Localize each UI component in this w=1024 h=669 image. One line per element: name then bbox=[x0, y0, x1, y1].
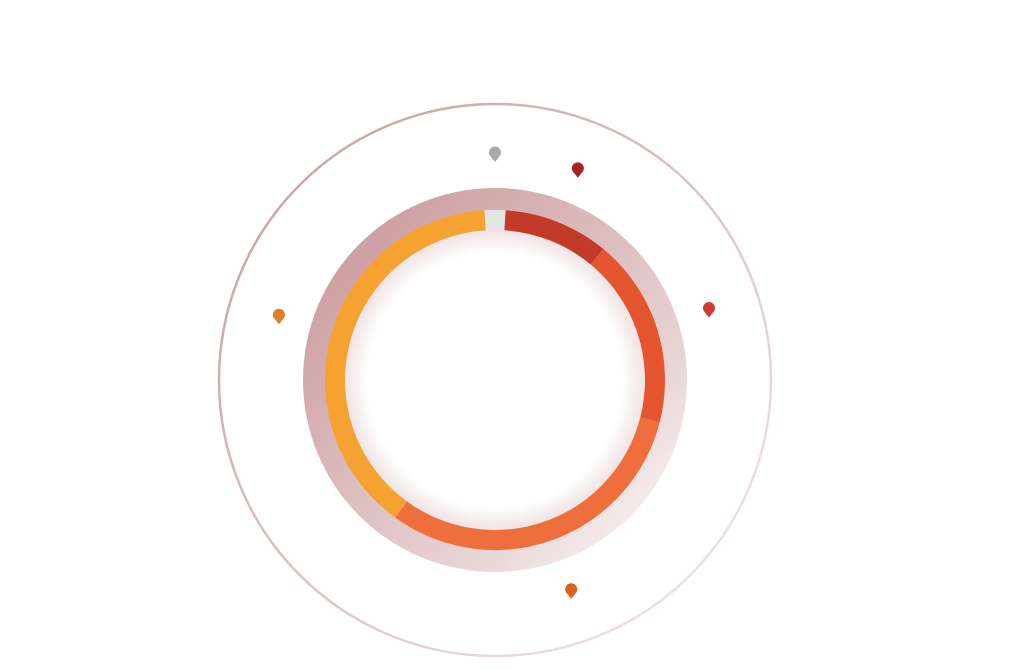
marker-shape bbox=[272, 308, 285, 325]
marker-pin bbox=[702, 301, 715, 318]
donut-segment bbox=[325, 210, 486, 518]
marker-pin bbox=[565, 583, 578, 599]
marker-shape bbox=[565, 583, 578, 599]
marker-shape bbox=[571, 162, 584, 178]
marker-shape bbox=[489, 146, 501, 162]
marker-shape bbox=[702, 301, 715, 318]
markers bbox=[272, 146, 715, 599]
marker-pin bbox=[272, 308, 285, 325]
inner-disc bbox=[345, 230, 645, 530]
donut-segment bbox=[590, 249, 665, 423]
donut-segment bbox=[504, 210, 604, 265]
outer-ring bbox=[217, 102, 773, 658]
marker-pin bbox=[571, 162, 584, 178]
donut bbox=[325, 210, 665, 550]
marker-pin bbox=[489, 146, 501, 162]
donut-segment bbox=[395, 417, 660, 550]
